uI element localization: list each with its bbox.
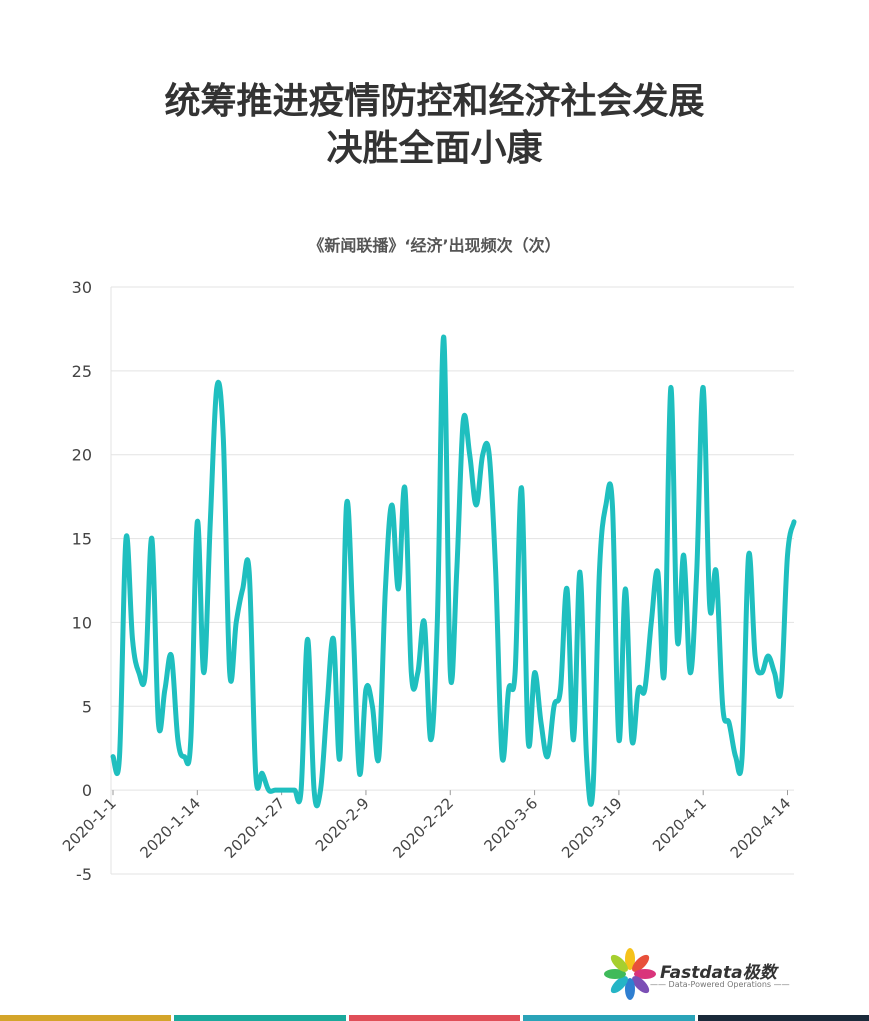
x-tick-label: 2020-4-1: [649, 794, 710, 855]
page-title: 统筹推进疫情防控和经济社会发展 决胜全面小康: [0, 78, 869, 172]
title-line-1: 统筹推进疫情防控和经济社会发展: [164, 81, 705, 122]
chart-title: 《新闻联播》‘经济’出现频次（次）: [308, 236, 561, 255]
title-line-2: 决胜全面小康: [326, 128, 543, 169]
y-tick-label: 0: [82, 781, 92, 800]
stripe-3: [348, 1015, 521, 1021]
y-tick-label: 25: [72, 362, 92, 381]
stripe-2: [174, 1015, 346, 1021]
stripe-1: [0, 1015, 172, 1021]
x-tick-label: 2020-2-9: [312, 794, 373, 855]
chart-grid: [110, 286, 794, 875]
x-tick-label: 2020-4-14: [727, 794, 795, 862]
y-tick-label: 20: [72, 446, 92, 465]
y-tick-label: 10: [72, 613, 92, 632]
fastdata-logo: Fastdata极数 —— Data-Powered Operations ——: [602, 944, 802, 1004]
y-axis-ticks: -5 0 5 10 15 20 25 30: [72, 278, 92, 884]
x-tick-label: 2020-3-6: [481, 794, 542, 855]
bottom-color-stripes: [0, 1015, 869, 1021]
chart-series: [110, 334, 797, 809]
stripe-4: [523, 1015, 695, 1021]
y-tick-label: 15: [72, 530, 92, 549]
x-tick-label: 2020-2-22: [389, 794, 457, 862]
logo-brand: Fastdata极数: [660, 963, 777, 983]
x-axis-ticks: 2020-1-1 2020-1-14 2020-1-27 2020-2-9 2020-2…: [59, 790, 794, 862]
logo-tagline: —— Data-Powered Operations ——: [650, 980, 790, 989]
x-tick-label: 2020-1-14: [137, 794, 205, 862]
y-tick-label: -5: [76, 865, 92, 884]
stripe-5: [697, 1015, 869, 1021]
series-line: [110, 334, 797, 809]
x-tick-label: 2020-1-27: [221, 794, 289, 862]
y-tick-label: 5: [82, 697, 92, 716]
y-tick-label: 30: [72, 278, 92, 297]
flower-icon: [604, 948, 656, 1000]
